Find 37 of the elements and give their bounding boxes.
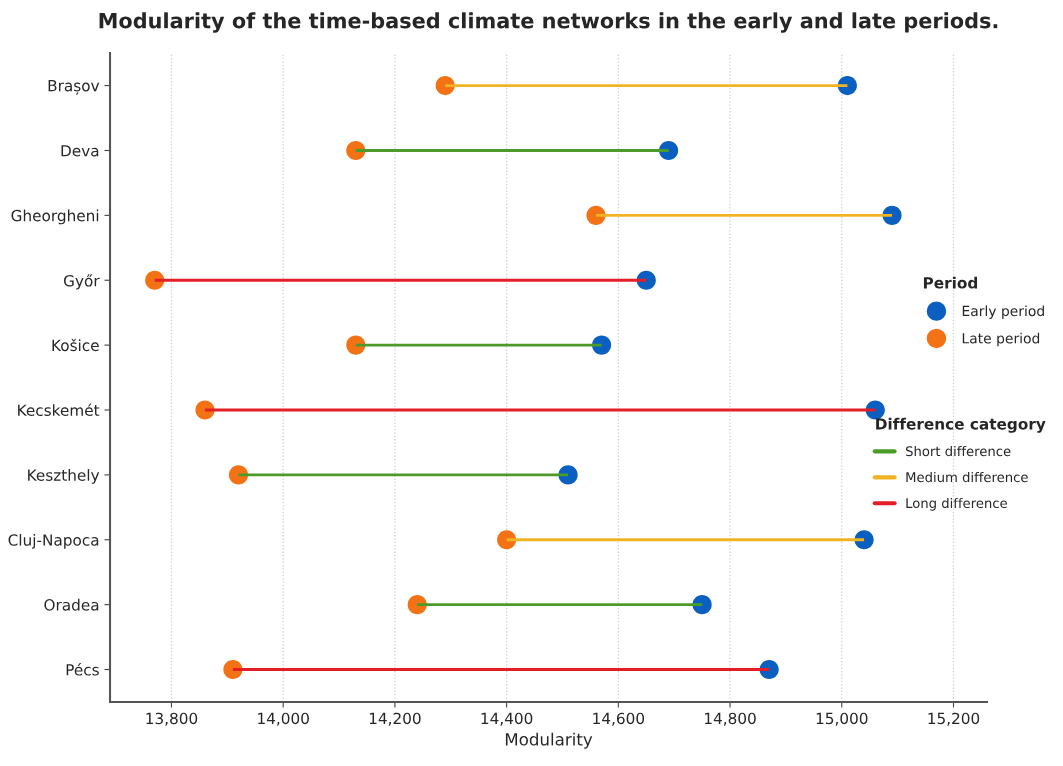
bar: [445, 84, 848, 88]
bar: [154, 278, 647, 282]
legend-label: Medium difference: [906, 471, 1028, 483]
legend-label: Late period: [962, 332, 1040, 347]
legend-label: Early period: [962, 305, 1044, 319]
y-tick-label: Győr: [63, 274, 100, 290]
bar: [595, 213, 893, 217]
x-tick-label: 14,400: [481, 712, 533, 726]
x-tick-label: 14,000: [258, 712, 309, 726]
legend-label: Short difference: [905, 445, 1011, 457]
x-tick-label: 13,800: [146, 712, 198, 726]
text: Period: [923, 276, 978, 289]
bar: [355, 149, 669, 152]
text: Difference category: [876, 417, 1046, 433]
y-tick-label: Oradea: [44, 598, 99, 611]
x-tick-label: 14,600: [593, 712, 645, 726]
y-tick-label: Deva: [61, 145, 99, 157]
y-tick-label: Brașov: [48, 80, 100, 95]
x-axis-title: Modularity: [505, 732, 593, 749]
y-tick-label: Pécs: [66, 663, 99, 676]
bar: [417, 603, 703, 607]
y-tick-label: Košice: [52, 338, 99, 352]
point: [195, 400, 215, 420]
x-tick-label: 14,800: [705, 712, 756, 726]
x-tick-label: 15,000: [816, 712, 868, 726]
bar: [355, 343, 602, 347]
y-tick-label: Kecskemét: [18, 403, 100, 417]
y-tick-label: Cluj-Napoca: [8, 533, 99, 549]
chart-title: Modularity of the time-based climate networks in the early and late periods.: [99, 12, 998, 33]
legend-label: Long difference: [906, 497, 1007, 511]
x-tick-label: 15,200: [928, 712, 980, 726]
y-tick-label: Gheorgheni: [11, 209, 99, 225]
bar: [506, 538, 865, 542]
bar: [238, 473, 569, 477]
bar: [232, 668, 770, 671]
y-tick-label: Keszthely: [28, 469, 100, 484]
x-tick-label: 14,200: [369, 712, 421, 726]
